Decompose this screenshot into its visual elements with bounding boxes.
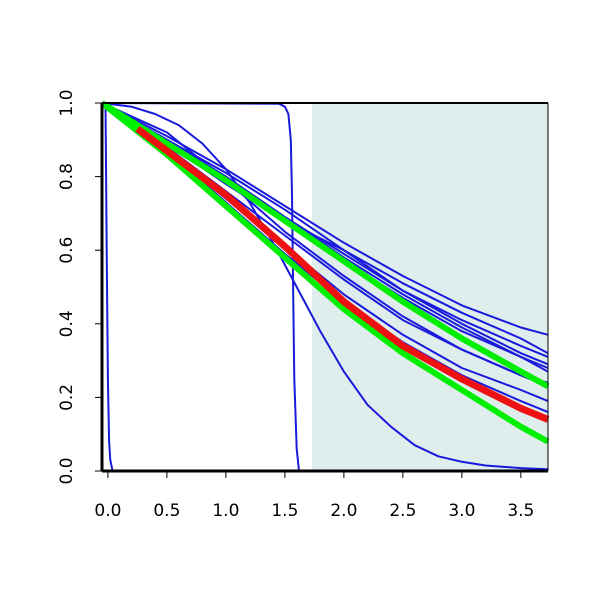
y-tick-label: 0.4 [57,310,77,337]
y-tick-label: 0.0 [57,457,77,484]
y-tick-label: 0.6 [57,237,77,264]
x-tick-label: 0.0 [94,501,121,521]
y-tick-label: 1.0 [57,89,77,116]
x-axis: 0.0 0.5 1.0 1.5 2.0 2.5 3.0 3.5 [94,471,534,521]
series-line-14 [100,100,550,445]
series-line-8 [101,102,549,366]
series-line-2 [101,102,548,472]
series-line-13 [101,102,549,358]
series-line-16 [135,125,550,423]
x-tick-label: 0.5 [153,501,180,521]
x-tick-label: 3.0 [448,501,475,521]
series-line-7 [101,102,549,336]
x-tick-label: 3.5 [507,501,534,521]
plot-frame [100,102,549,473]
series-line-3 [101,102,549,471]
y-axis: 0.0 0.2 0.4 0.6 0.8 1.0 [57,89,102,485]
series-layer [100,100,550,472]
x-tick-label: 2.0 [330,501,357,521]
y-tick-label: 0.2 [57,384,77,411]
shaded-region [312,103,548,471]
y-tick-label: 0.8 [57,163,77,190]
x-tick-label: 1.0 [212,501,239,521]
x-tick-label: 1.5 [271,501,298,521]
series-line-15 [100,100,550,390]
x-tick-label: 2.5 [389,501,416,521]
